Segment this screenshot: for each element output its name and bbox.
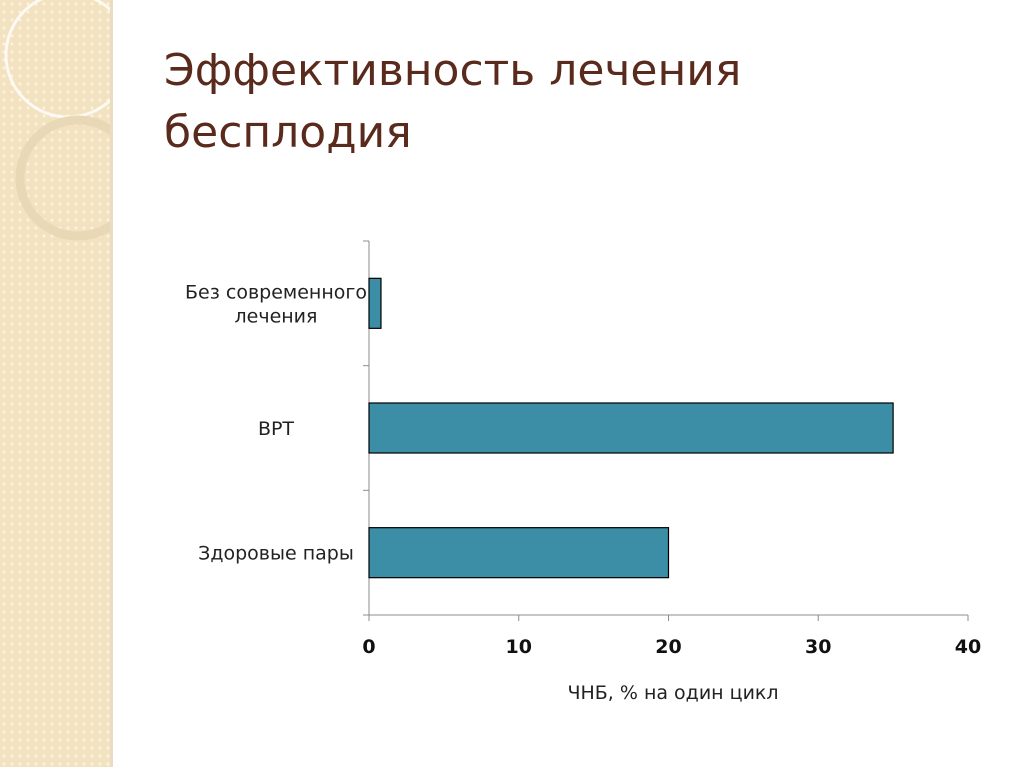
category-label: Без современного лечения xyxy=(185,281,367,327)
bar xyxy=(368,277,382,329)
category-label: ВРТ xyxy=(258,418,294,440)
side-band-edge xyxy=(110,0,113,767)
x-tick-label: 40 xyxy=(955,636,981,658)
slide-title-line2: бесплодия xyxy=(164,107,412,158)
slide-title: Эффективность лечения бесплодия xyxy=(164,40,924,164)
x-tick-label: 0 xyxy=(362,636,375,658)
category-label: Здоровые пары xyxy=(198,543,354,565)
x-axis-title: ЧНБ, % на один цикл xyxy=(567,682,778,704)
decorative-ring-lower xyxy=(15,115,110,241)
chart-tick-labels: 0 10 20 30 40 xyxy=(362,636,981,658)
x-tick-label: 10 xyxy=(506,636,532,658)
chart-bars xyxy=(368,277,894,579)
decorative-side-band xyxy=(0,0,110,767)
decorative-rings xyxy=(4,0,110,241)
x-tick-label: 20 xyxy=(655,636,681,658)
x-tick-label: 30 xyxy=(805,636,831,658)
slide-title-line1: Эффективность лечения xyxy=(164,45,742,96)
chart-category-labels: Без современного лечения ВРТ Здоровые пары xyxy=(185,281,367,564)
bar xyxy=(368,527,670,579)
bar xyxy=(368,402,894,454)
